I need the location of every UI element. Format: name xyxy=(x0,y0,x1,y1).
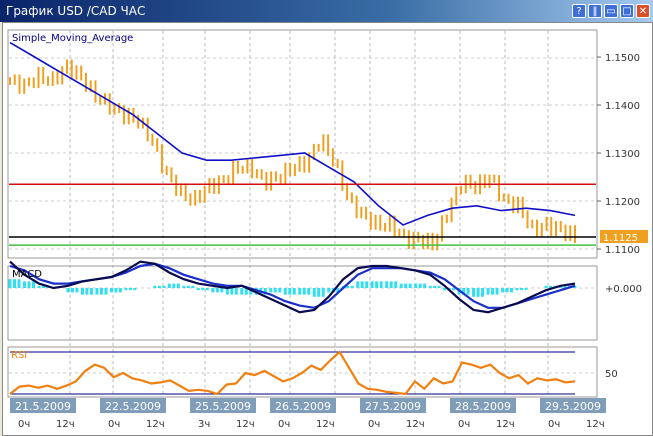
indicator-label: Simple_Moving_Average xyxy=(12,33,133,44)
close-button[interactable]: ✕ xyxy=(636,4,650,18)
macd-label: MACD xyxy=(12,269,42,280)
help-button[interactable]: ? xyxy=(572,4,586,18)
date-label: 21.5.2009 xyxy=(15,400,71,413)
hour-label: 12ч xyxy=(316,419,335,430)
minimize-button[interactable]: ▭ xyxy=(604,4,618,18)
price-tick-label: 1.1200 xyxy=(605,197,640,208)
price-tick-label: 1.1300 xyxy=(605,149,640,160)
date-label: 25.5.2009 xyxy=(195,400,251,413)
rsi-axis-label: 50 xyxy=(605,369,618,380)
current-price-badge xyxy=(600,230,648,243)
price-tick-label: 1.1400 xyxy=(605,101,640,112)
hour-label: 12ч xyxy=(56,419,75,430)
rsi-line xyxy=(9,350,576,396)
date-badge xyxy=(360,398,426,413)
chart-window[interactable] xyxy=(2,22,653,436)
rsi-panel xyxy=(7,346,598,398)
price-tick-label: 1.1500 xyxy=(605,53,640,64)
date-badge xyxy=(190,398,256,413)
hour-label: 12ч xyxy=(406,419,425,430)
hour-label: 0ч xyxy=(548,419,560,430)
date-label: 27.5.2009 xyxy=(365,400,421,413)
hour-label: 12ч xyxy=(496,419,515,430)
date-label: 26.5.2009 xyxy=(275,400,331,413)
macd-panel xyxy=(7,265,598,341)
hour-label: 0ч xyxy=(18,419,30,430)
main-panel xyxy=(7,29,598,259)
rsi-label: RSI xyxy=(11,350,27,361)
hour-label: 0ч xyxy=(368,419,380,430)
date-badge xyxy=(10,398,76,413)
date-badge xyxy=(100,398,166,413)
date-badge xyxy=(270,398,336,413)
title-bar: График USD /CAD ЧАС ? ‖ ▭ □ ✕ xyxy=(0,0,653,22)
hour-label: 12ч xyxy=(586,419,605,430)
date-badge xyxy=(540,398,606,413)
macd-signal-line xyxy=(9,262,576,309)
hour-label: 0ч xyxy=(278,419,290,430)
price-tick-label: 1.1100 xyxy=(605,245,640,256)
restore-button[interactable]: □ xyxy=(620,4,634,18)
date-label: 22.5.2009 xyxy=(105,400,161,413)
window-title: График USD /CAD ЧАС xyxy=(6,4,146,18)
macd-main-line xyxy=(9,260,576,314)
hour-label: 0ч xyxy=(458,419,470,430)
hour-label: 0ч xyxy=(108,419,120,430)
tile-button[interactable]: ‖ xyxy=(588,4,602,18)
current-price-label: 1.1125 xyxy=(603,233,638,244)
date-label: 28.5.2009 xyxy=(455,400,511,413)
date-badge xyxy=(450,398,516,413)
sma-line xyxy=(9,41,576,226)
hour-label: 12ч xyxy=(236,419,255,430)
hour-label: 3ч xyxy=(198,419,210,430)
hour-label: 12ч xyxy=(146,419,165,430)
macd-axis-label: +0.000 xyxy=(605,284,642,295)
date-label: 29.5.2009 xyxy=(545,400,601,413)
